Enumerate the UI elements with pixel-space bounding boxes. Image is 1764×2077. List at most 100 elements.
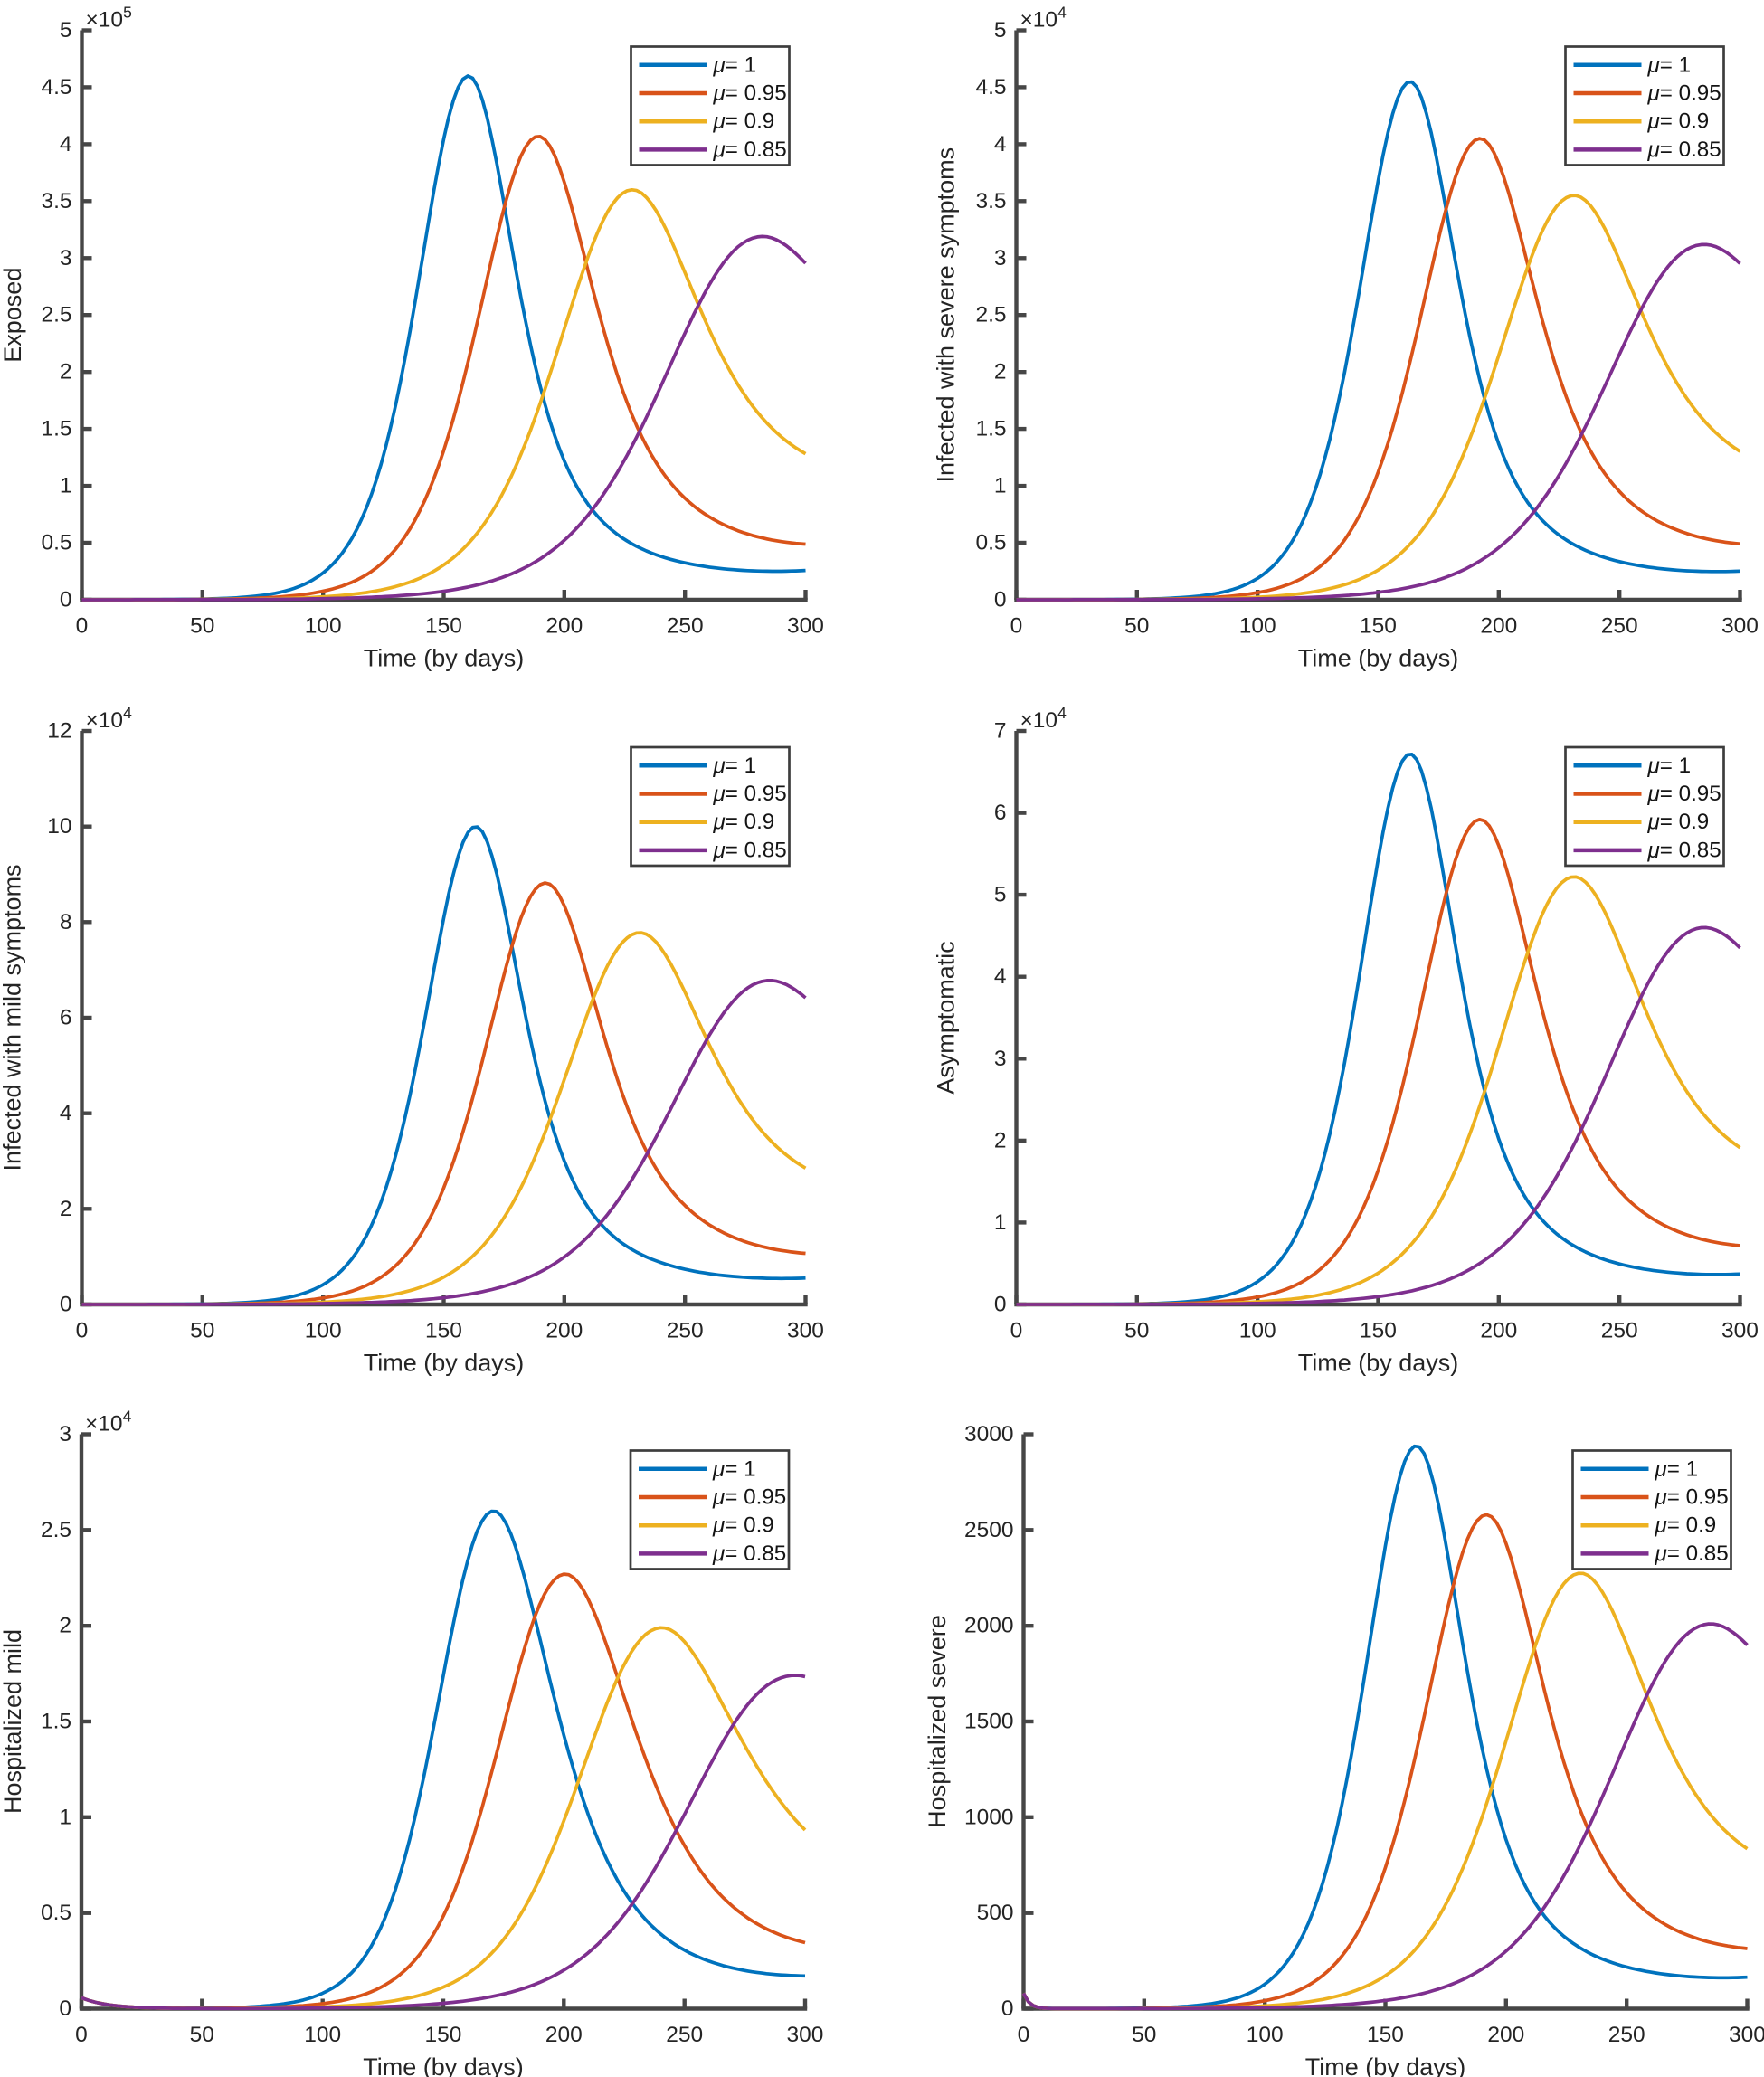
svg-text:μ= 1: μ= 1 xyxy=(1655,1456,1699,1481)
svg-text:300: 300 xyxy=(1721,1319,1759,1343)
svg-text:μ= 1: μ= 1 xyxy=(712,1456,756,1481)
svg-text:4.5: 4.5 xyxy=(975,75,1006,100)
svg-text:150: 150 xyxy=(1360,614,1397,639)
svg-text:150: 150 xyxy=(1360,1319,1397,1343)
svg-text:3: 3 xyxy=(994,246,1007,270)
svg-text:50: 50 xyxy=(190,1319,214,1343)
svg-text:μ= 0.9: μ= 0.9 xyxy=(1655,1513,1717,1538)
svg-text:50: 50 xyxy=(1132,2023,1156,2047)
svg-text:500: 500 xyxy=(977,1901,1014,1925)
svg-text:0: 0 xyxy=(1018,2023,1030,2047)
svg-text:μ= 0.85: μ= 0.85 xyxy=(713,838,787,862)
svg-text:1000: 1000 xyxy=(964,1805,1014,1829)
svg-text:μ= 0.9: μ= 0.9 xyxy=(713,810,775,834)
svg-text:×104: ×104 xyxy=(85,1408,132,1437)
svg-text:300: 300 xyxy=(787,614,824,639)
svg-text:μ= 1: μ= 1 xyxy=(1647,52,1692,77)
svg-text:Time (by days): Time (by days) xyxy=(1298,1350,1459,1377)
svg-text:8: 8 xyxy=(60,910,72,934)
svg-text:1.5: 1.5 xyxy=(41,1710,71,1734)
svg-text:150: 150 xyxy=(1367,2023,1404,2047)
svg-text:μ= 0.95: μ= 0.95 xyxy=(1655,1485,1729,1510)
svg-text:250: 250 xyxy=(1608,2023,1645,2047)
svg-text:3.5: 3.5 xyxy=(41,189,71,213)
svg-text:Asymptomatic: Asymptomatic xyxy=(933,941,960,1095)
svg-text:μ= 0.85: μ= 0.85 xyxy=(713,138,787,162)
svg-text:μ= 1: μ= 1 xyxy=(1647,754,1692,778)
svg-text:5: 5 xyxy=(60,18,72,43)
svg-text:1: 1 xyxy=(59,1805,71,1829)
svg-text:Time (by days): Time (by days) xyxy=(363,2053,524,2077)
svg-text:100: 100 xyxy=(1239,1319,1276,1343)
svg-text:1: 1 xyxy=(60,474,72,498)
svg-text:0: 0 xyxy=(1010,1319,1023,1343)
svg-text:5: 5 xyxy=(994,883,1007,907)
svg-text:μ= 0.9: μ= 0.9 xyxy=(712,1513,774,1538)
svg-text:1500: 1500 xyxy=(964,1710,1014,1734)
svg-text:0: 0 xyxy=(994,1293,1007,1317)
svg-text:200: 200 xyxy=(1480,614,1517,639)
svg-text:4: 4 xyxy=(60,132,72,156)
svg-text:4.5: 4.5 xyxy=(41,75,71,100)
svg-text:2: 2 xyxy=(60,360,72,384)
svg-text:Hospitalized severe: Hospitalized severe xyxy=(924,1615,951,1828)
svg-text:μ= 0.95: μ= 0.95 xyxy=(1647,81,1721,106)
svg-text:Time (by days): Time (by days) xyxy=(364,1350,525,1377)
svg-text:100: 100 xyxy=(1239,614,1276,639)
svg-text:Infected with severe symptoms: Infected with severe symptoms xyxy=(933,147,960,483)
svg-text:3: 3 xyxy=(994,1047,1007,1071)
svg-text:200: 200 xyxy=(545,1319,583,1343)
svg-text:100: 100 xyxy=(1247,2023,1284,2047)
svg-text:2500: 2500 xyxy=(964,1518,1014,1542)
svg-text:0: 0 xyxy=(76,1319,89,1343)
svg-text:3000: 3000 xyxy=(964,1422,1014,1446)
svg-text:0: 0 xyxy=(60,1293,72,1317)
svg-text:200: 200 xyxy=(545,2023,583,2047)
svg-text:2.5: 2.5 xyxy=(41,1518,71,1542)
svg-text:150: 150 xyxy=(425,614,462,639)
svg-text:300: 300 xyxy=(1729,2023,1764,2047)
svg-text:μ= 0.95: μ= 0.95 xyxy=(712,1485,786,1510)
svg-text:μ= 0.85: μ= 0.85 xyxy=(1655,1541,1729,1566)
svg-text:200: 200 xyxy=(545,614,583,639)
svg-text:250: 250 xyxy=(667,614,704,639)
svg-text:2: 2 xyxy=(60,1197,72,1221)
svg-text:5: 5 xyxy=(994,18,1007,43)
svg-text:0.5: 0.5 xyxy=(41,531,71,555)
svg-text:Time (by days): Time (by days) xyxy=(1298,645,1459,672)
svg-text:100: 100 xyxy=(304,2023,341,2047)
svg-text:12: 12 xyxy=(47,719,71,744)
svg-text:0: 0 xyxy=(59,1996,71,2021)
svg-text:250: 250 xyxy=(666,2023,703,2047)
svg-text:0.5: 0.5 xyxy=(41,1901,71,1925)
svg-text:μ= 0.85: μ= 0.85 xyxy=(1647,138,1721,162)
svg-text:150: 150 xyxy=(425,1319,462,1343)
svg-text:100: 100 xyxy=(305,1319,342,1343)
svg-text:0: 0 xyxy=(1010,614,1023,639)
svg-text:μ= 0.9: μ= 0.9 xyxy=(1647,810,1710,834)
svg-text:50: 50 xyxy=(190,2023,214,2047)
svg-text:200: 200 xyxy=(1487,2023,1524,2047)
svg-text:3: 3 xyxy=(60,246,72,270)
svg-text:300: 300 xyxy=(787,2023,824,2047)
svg-text:4: 4 xyxy=(60,1101,72,1125)
svg-text:μ= 1: μ= 1 xyxy=(713,754,757,778)
svg-text:2.5: 2.5 xyxy=(41,303,71,327)
svg-text:μ= 1: μ= 1 xyxy=(713,52,757,77)
svg-text:0: 0 xyxy=(60,588,72,612)
svg-text:Exposed: Exposed xyxy=(0,268,26,363)
svg-text:×105: ×105 xyxy=(86,4,132,33)
svg-text:μ= 0.9: μ= 0.9 xyxy=(1647,109,1710,134)
svg-text:1.5: 1.5 xyxy=(41,417,71,441)
svg-text:0.5: 0.5 xyxy=(975,531,1006,555)
svg-text:2.5: 2.5 xyxy=(975,303,1006,327)
svg-text:0: 0 xyxy=(76,614,89,639)
svg-text:1: 1 xyxy=(994,474,1007,498)
svg-text:50: 50 xyxy=(190,614,214,639)
svg-text:300: 300 xyxy=(787,1319,824,1343)
svg-text:6: 6 xyxy=(994,801,1007,825)
svg-text:1.5: 1.5 xyxy=(975,417,1006,441)
svg-text:250: 250 xyxy=(667,1319,704,1343)
svg-text:3: 3 xyxy=(59,1422,71,1446)
svg-text:10: 10 xyxy=(47,814,71,839)
